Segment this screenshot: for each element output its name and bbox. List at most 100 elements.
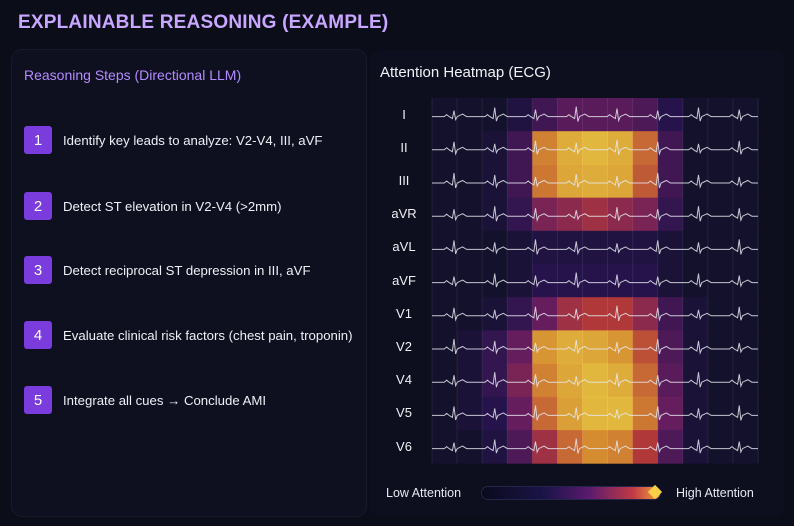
legend-low-label: Low Attention — [386, 486, 462, 500]
heatmap-cell — [432, 131, 458, 165]
heatmap-cell — [707, 297, 734, 331]
heatmap-cell — [632, 297, 659, 331]
heatmap-cell — [632, 264, 659, 298]
heatmap-cell — [682, 197, 709, 232]
heatmap-cell — [632, 164, 659, 199]
heatmap-cell — [632, 98, 659, 132]
heatmap-cell — [607, 197, 634, 232]
heatmap-cell — [557, 297, 583, 331]
step-text: Integrate all cues → Conclude AMI — [63, 392, 267, 408]
heatmap-cell — [657, 330, 684, 365]
lead-label-V2: V2 — [396, 339, 412, 354]
heatmap-cell — [607, 264, 634, 298]
heatmap-cell — [657, 197, 684, 232]
heatmap-cell — [657, 164, 684, 199]
lead-label-aVR: aVR — [391, 206, 417, 222]
ecg-trace-V5 — [432, 405, 758, 422]
heatmap-cell — [607, 396, 634, 431]
heatmap-cell — [707, 264, 734, 298]
heatmap-cell — [632, 197, 659, 232]
lead-label-I: I — [402, 106, 406, 122]
step-number-badge: 2 — [24, 192, 52, 220]
reasoning-step-2: 2 Detect ST elevation in V2-V4 (>2mm) — [24, 191, 282, 221]
step-number-badge: 5 — [24, 386, 52, 414]
heatmap-cell — [557, 164, 583, 199]
heatmap-cell — [432, 230, 458, 265]
heatmap-cell — [707, 363, 734, 398]
heatmap-cell — [432, 297, 458, 331]
reasoning-panel: Reasoning Steps (Directional LLM) 1 Iden… — [12, 50, 366, 516]
step-number-badge: 4 — [24, 321, 52, 349]
ecg-trace-V1 — [432, 305, 758, 322]
heatmap-cell — [682, 330, 709, 365]
lead-label-V1: V1 — [396, 305, 412, 321]
heatmap-cell — [607, 330, 634, 365]
step-number-badge: 3 — [24, 256, 52, 284]
heatmap-cell — [607, 98, 634, 132]
heatmap-cell — [682, 98, 709, 132]
legend-high-label: High Attention — [676, 486, 754, 500]
heatmap-cell — [557, 230, 583, 265]
heatmap-cell — [557, 396, 583, 431]
heatmap-cell — [682, 264, 709, 298]
heatmap-cell — [682, 396, 709, 431]
heatmap-cell — [432, 430, 458, 464]
heatmap-cell — [632, 396, 659, 431]
ecg-trace-aVR — [432, 206, 758, 223]
heatmap-cell — [707, 230, 734, 265]
heatmap-cell — [557, 131, 583, 165]
legend-gradient-bar — [482, 487, 660, 499]
reasoning-step-3: 3 Detect reciprocal ST depression in III… — [24, 255, 311, 285]
ecg-trace-V2 — [432, 338, 758, 355]
heatmap-cell — [707, 164, 734, 199]
reasoning-step-4: 4 Evaluate clinical risk factors (chest … — [24, 320, 353, 350]
lead-label-III: III — [398, 173, 410, 188]
heatmap-cell — [657, 98, 684, 132]
lead-label-aVF: aVF — [392, 272, 416, 288]
reasoning-step-5: 5 Integrate all cues → Conclude AMI — [24, 385, 266, 415]
heatmap-cell — [432, 164, 458, 199]
lead-label-V4: V4 — [396, 372, 412, 388]
heatmap-cell — [607, 131, 634, 165]
heatmap-cell — [607, 164, 634, 199]
heatmap-cell — [657, 131, 684, 165]
ecg-trace-III — [432, 172, 758, 189]
heatmap-cell — [707, 197, 734, 232]
step-number-badge: 1 — [24, 126, 52, 154]
heatmap-cell — [632, 131, 659, 165]
heatmap-cell — [682, 164, 709, 199]
heatmap-cell — [557, 98, 583, 132]
heatmap-cell — [432, 363, 458, 398]
lead-label-aVL: aVL — [392, 239, 416, 255]
heatmap-cell — [657, 264, 684, 298]
heatmap-cell — [657, 230, 684, 265]
heatmap-cell — [432, 98, 458, 132]
heatmap-cell — [682, 131, 709, 165]
heatmap-cell — [707, 98, 734, 132]
heatmap-cell — [557, 264, 583, 298]
ecg-trace-V6 — [432, 438, 758, 455]
heatmap-cell — [682, 363, 709, 398]
heatmap-cell — [632, 330, 659, 365]
lead-label-V6: V6 — [396, 438, 412, 454]
heatmap-cell — [682, 230, 709, 265]
ecg-trace-I — [432, 106, 758, 123]
heatmap-cell — [707, 396, 734, 431]
heatmap-title: Attention Heatmap (ECG) — [380, 64, 551, 81]
reasoning-step-1: 1 Identify key leads to analyze: V2-V4, … — [24, 125, 323, 155]
heatmap-cell — [607, 297, 634, 331]
heatmap-cell — [657, 396, 684, 431]
ecg-trace-V4 — [432, 372, 758, 389]
heatmap-cell — [707, 131, 734, 165]
ecg-trace-aVF — [432, 272, 758, 289]
step-text: Detect ST elevation in V2-V4 (>2mm) — [63, 198, 282, 214]
heatmap-cell — [432, 330, 458, 365]
heatmap-cell — [682, 430, 709, 464]
heatmap-cell — [657, 297, 684, 331]
lead-label-II: II — [400, 139, 408, 155]
lead-label-V5: V5 — [396, 405, 412, 421]
heatmap-cell — [682, 297, 709, 331]
heatmap-cell — [632, 363, 659, 398]
heatmap-cell — [557, 363, 583, 398]
